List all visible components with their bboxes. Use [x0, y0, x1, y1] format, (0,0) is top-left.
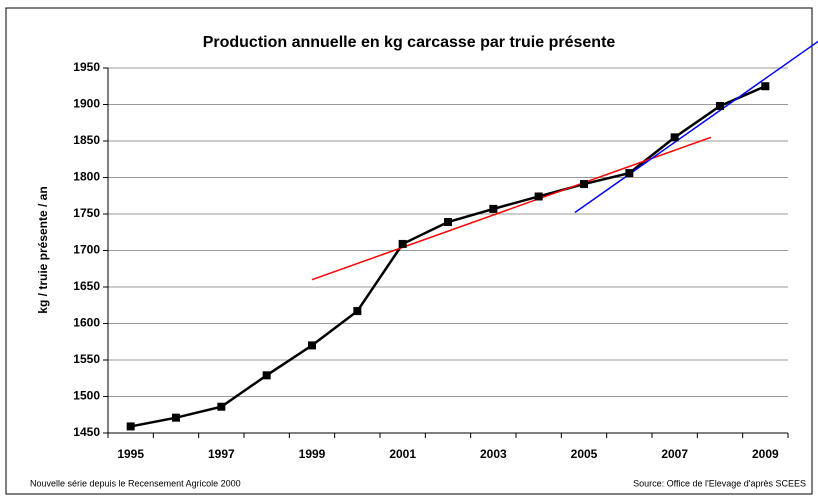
data-point — [625, 169, 634, 178]
y-tick-label: 1850 — [73, 133, 100, 147]
footnote: Nouvelle série depuis le Recensement Agr… — [30, 478, 241, 488]
trend-line — [311, 136, 712, 281]
y-tick-label: 1550 — [73, 352, 100, 366]
data-point — [262, 371, 271, 380]
data-point — [126, 422, 135, 431]
data-point — [580, 180, 588, 189]
data-point — [761, 82, 770, 91]
data-point — [670, 133, 679, 142]
y-tick-label: 1700 — [73, 243, 100, 257]
source-note: Source: Office de l'Elevage d'après SCEE… — [633, 478, 806, 488]
data-point — [308, 341, 316, 350]
trend-lines — [311, 40, 818, 281]
data-point — [444, 218, 452, 227]
data-point — [489, 204, 498, 213]
data-point — [172, 413, 180, 422]
x-tick-label: 2003 — [480, 447, 507, 461]
x-tick-label: 2007 — [661, 447, 688, 461]
trend-line — [574, 40, 818, 214]
y-tick-label: 1900 — [73, 97, 100, 111]
y-axis-label: kg / truie présente / an — [36, 186, 50, 313]
x-tick-label: 2005 — [571, 447, 598, 461]
data-point — [398, 239, 407, 248]
y-tick-label: 1600 — [73, 316, 100, 330]
x-tick-label: 1997 — [208, 447, 235, 461]
y-tick-label: 1500 — [73, 389, 100, 403]
x-tick-label: 1995 — [117, 447, 144, 461]
data-point — [716, 101, 724, 110]
x-tick-label: 2009 — [752, 447, 779, 461]
chart-title: Production annuelle en kg carcasse par t… — [203, 34, 616, 51]
x-tick-label: 2001 — [389, 447, 416, 461]
data-point — [353, 307, 362, 316]
x-tick-label: 1999 — [299, 447, 326, 461]
data-point — [534, 192, 543, 201]
y-tick-label: 1750 — [73, 206, 100, 220]
y-tick-label: 1800 — [73, 170, 100, 184]
y-tick-label: 1450 — [73, 425, 100, 439]
y-tick-label: 1650 — [73, 279, 100, 293]
data-point — [217, 402, 226, 411]
y-tick-label: 1950 — [73, 60, 100, 74]
